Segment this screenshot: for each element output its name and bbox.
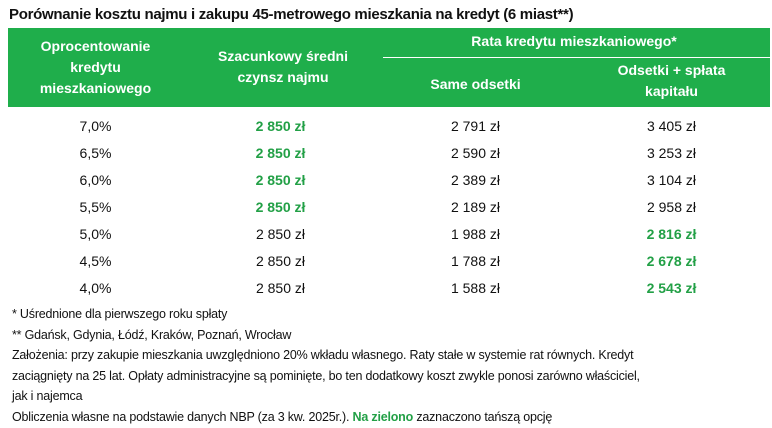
header-interest-rate: Oprocentowanie kredytu mieszkaniowego bbox=[8, 36, 183, 99]
cell-interest-only: 1 988 zł bbox=[450, 225, 501, 242]
cell-interest-only: 2 389 zł bbox=[450, 171, 501, 188]
table-row: 4,5% 2 850 zł 1 788 zł 2 678 zł bbox=[8, 247, 770, 274]
cell-rent: 2 850 zł bbox=[255, 144, 306, 161]
footnotes: * Uśrednione dla pierwszego roku spłaty … bbox=[12, 304, 772, 427]
cell-rent: 2 850 zł bbox=[255, 252, 306, 269]
cell-rent: 2 850 zł bbox=[255, 117, 306, 134]
cell-full-installment: 3 405 zł bbox=[646, 117, 697, 134]
cell-full-installment: 2 543 zł bbox=[646, 279, 697, 296]
cell-interest-only: 2 189 zł bbox=[450, 198, 501, 215]
green-legend: Na zielono bbox=[352, 409, 414, 424]
header-line: kredytu bbox=[70, 59, 121, 75]
cell-rent: 2 850 zł bbox=[255, 171, 306, 188]
cell-rate: 7,0% bbox=[79, 117, 112, 134]
table-row: 6,0% 2 850 zł 2 389 zł 3 104 zł bbox=[8, 166, 770, 193]
cell-full-installment: 3 253 zł bbox=[646, 144, 697, 161]
cell-full-installment: 2 678 zł bbox=[646, 252, 697, 269]
table-row: 5,0% 2 850 zł 1 988 zł 2 816 zł bbox=[8, 220, 770, 247]
table-header: Oprocentowanie kredytu mieszkaniowego Sz… bbox=[8, 28, 770, 107]
cell-interest-only: 1 588 zł bbox=[450, 279, 501, 296]
header-line: Szacunkowy średni bbox=[218, 48, 348, 64]
cell-rate: 5,0% bbox=[79, 225, 112, 242]
header-line: czynsz najmu bbox=[237, 69, 329, 85]
cell-rate: 6,5% bbox=[79, 144, 112, 161]
cell-rate: 4,5% bbox=[79, 252, 112, 269]
cell-rate: 6,0% bbox=[79, 171, 112, 188]
header-rent: Szacunkowy średni czynsz najmu bbox=[188, 46, 378, 88]
header-full-installment: Odsetki + spłata kapitału bbox=[573, 60, 770, 102]
cell-interest-only: 2 590 zł bbox=[450, 144, 501, 161]
header-line: Odsetki + spłata bbox=[617, 62, 726, 78]
cell-rent: 2 850 zł bbox=[255, 279, 306, 296]
assumptions-3: jak i najemca bbox=[12, 389, 83, 403]
cell-rate: 4,0% bbox=[79, 279, 112, 296]
header-interest-only: Same odsetki bbox=[430, 76, 521, 92]
table-row: 6,5% 2 850 zł 2 590 zł 3 253 zł bbox=[8, 139, 770, 166]
source-text: Obliczenia własne na podstawie danych NB… bbox=[12, 409, 353, 424]
table-row: 7,0% 2 850 zł 2 791 zł 3 405 zł bbox=[8, 112, 770, 139]
source-note: Obliczenia własne na podstawie danych NB… bbox=[12, 407, 772, 428]
header-line: Oprocentowanie bbox=[40, 38, 151, 54]
table-row: 5,5% 2 850 zł 2 189 zł 2 958 zł bbox=[8, 193, 770, 220]
cell-rent: 2 850 zł bbox=[255, 198, 306, 215]
cell-interest-only: 1 788 zł bbox=[450, 252, 501, 269]
header-line: mieszkaniowego bbox=[39, 80, 152, 96]
header-loan-group: Rata kredytu mieszkaniowego* bbox=[471, 33, 677, 49]
table-row: 4,0% 2 850 zł 1 588 zł 2 543 zł bbox=[8, 274, 770, 301]
table-title: Porównanie kosztu najmu i zakupu 45-metr… bbox=[9, 6, 574, 23]
cell-interest-only: 2 791 zł bbox=[450, 117, 501, 134]
comparison-table: 7,0% 2 850 zł 2 791 zł 3 405 zł 6,5% 2 850 zł… bbox=[8, 112, 770, 301]
header-divider bbox=[383, 57, 770, 58]
cell-full-installment: 3 104 zł bbox=[646, 171, 697, 188]
footnote-2: ** Gdańsk, Gdynia, Łódź, Kraków, Poznań,… bbox=[12, 327, 292, 342]
cell-full-installment: 2 816 zł bbox=[646, 225, 697, 242]
assumptions-1: Założenia: przy zakupie mieszkania uwzgl… bbox=[12, 348, 634, 362]
header-line: kapitału bbox=[645, 83, 698, 99]
assumptions-2: zaciągnięty na 25 lat. Opłaty administra… bbox=[12, 368, 640, 383]
cell-full-installment: 2 958 zł bbox=[646, 198, 697, 215]
cell-rate: 5,5% bbox=[79, 198, 112, 215]
source-text-end: zaznaczono tańszą opcję bbox=[413, 409, 553, 424]
footnote-1: * Uśrednione dla pierwszego roku spłaty bbox=[12, 307, 228, 321]
cell-rent: 2 850 zł bbox=[255, 225, 306, 242]
